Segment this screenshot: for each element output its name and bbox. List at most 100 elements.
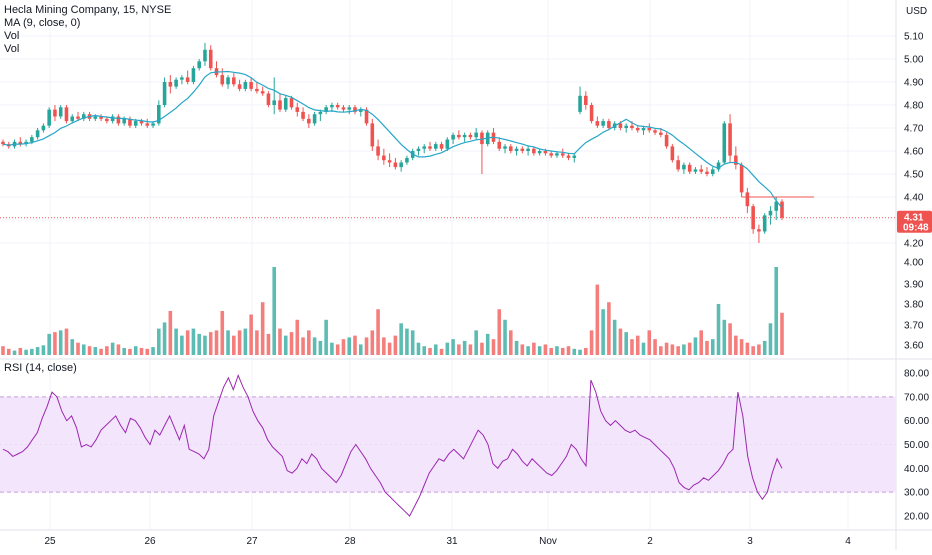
volume-bar-12 — [70, 339, 75, 355]
candle-body-51 — [295, 107, 300, 112]
rsi-tick-4: 40.00 — [904, 464, 929, 475]
volume-bar-93 — [537, 346, 542, 355]
volume-bar-119 — [687, 342, 692, 355]
candle-body-105 — [607, 121, 611, 128]
candle-body-102 — [589, 105, 594, 122]
price-tick-7: 4.40 — [904, 193, 924, 204]
candle-body-6 — [35, 130, 40, 138]
candle-body-127 — [734, 155, 738, 165]
volume-bar-32 — [185, 330, 190, 355]
price-tick-9: 4.20 — [904, 239, 924, 250]
volume-bar-22 — [128, 348, 132, 355]
last-price-text: 4.31 — [904, 213, 924, 224]
volume-bar-63 — [364, 337, 369, 355]
candle-body-72 — [416, 148, 421, 151]
ma-legend[interactable]: MA (9, close, 0) — [4, 17, 81, 29]
volume-bar-27 — [157, 328, 161, 355]
volume-bar-48 — [278, 328, 282, 355]
volume-bar-83 — [480, 342, 484, 355]
volume-bar-101 — [584, 347, 588, 355]
candle-body-33 — [191, 68, 196, 82]
candle-body-55 — [318, 111, 323, 115]
candle-body-22 — [128, 118, 132, 126]
candle-body-133 — [768, 210, 773, 216]
volume-bar-51 — [295, 319, 300, 355]
volume-bar-127 — [734, 335, 738, 355]
candle-body-77 — [445, 139, 450, 149]
time-tick-5: Nov — [539, 536, 557, 547]
volume-bar-54 — [312, 337, 317, 355]
volume-bar-85 — [491, 339, 496, 355]
candles-layer[interactable] — [1, 42, 784, 243]
volume-bar-38 — [220, 311, 225, 355]
volume-bar-82 — [474, 330, 478, 355]
volume-bar-115 — [664, 342, 669, 355]
volume-bar-21 — [122, 347, 126, 355]
rsi-line — [2, 373, 783, 517]
symbol-title[interactable]: Hecla Mining Company, 15, NYSE — [4, 4, 172, 16]
candle-body-23 — [133, 121, 138, 126]
candle-body-52 — [301, 111, 305, 119]
volume-bar-76 — [439, 348, 444, 355]
candle-body-21 — [122, 118, 126, 124]
candle-body-115 — [664, 134, 669, 147]
candle-body-123 — [710, 169, 715, 174]
candle-body-9 — [53, 109, 57, 117]
candle-body-45 — [260, 91, 265, 94]
volume-legend-2[interactable]: Vol — [4, 43, 20, 55]
volume-bar-60 — [347, 337, 352, 355]
candle-body-58 — [335, 105, 340, 108]
price-tick-0: 5.10 — [904, 32, 924, 43]
volume-bar-40 — [232, 335, 236, 355]
volume-bar-88 — [509, 330, 513, 355]
volume-bar-41 — [237, 330, 242, 355]
candle-body-126 — [728, 123, 732, 156]
volume-bar-8 — [47, 333, 51, 355]
candle-body-14 — [81, 114, 86, 119]
candle-body-41 — [237, 84, 242, 89]
candle-body-99 — [572, 155, 577, 158]
volume-bar-47 — [272, 267, 276, 355]
candle-body-10 — [58, 107, 63, 117]
candle-body-24 — [139, 121, 144, 124]
volume-bar-2 — [12, 350, 17, 355]
volume-tick-2: 3.80 — [904, 300, 924, 311]
volume-bar-67 — [387, 342, 392, 355]
candle-body-38 — [220, 75, 225, 85]
volume-bar-0 — [1, 346, 5, 355]
candle-body-124 — [716, 162, 721, 170]
volume-bar-72 — [416, 342, 421, 355]
volume-bar-1 — [6, 348, 11, 355]
rsi-legend[interactable]: RSI (14, close) — [4, 362, 77, 374]
price-tick-2: 4.90 — [904, 78, 924, 89]
volume-bar-44 — [255, 330, 259, 355]
volume-bar-45 — [260, 302, 265, 355]
candle-body-86 — [497, 141, 502, 149]
candle-body-4 — [24, 141, 28, 145]
candle-body-75 — [433, 144, 438, 149]
volume-bar-35 — [203, 335, 207, 355]
volume-bar-17 — [99, 348, 103, 355]
candle-body-91 — [526, 148, 530, 151]
volume-bar-108 — [624, 332, 628, 355]
candle-body-98 — [566, 155, 571, 158]
candle-body-135 — [780, 201, 784, 218]
ma-line — [2, 70, 783, 209]
candle-body-118 — [682, 164, 686, 170]
volume-legend-1[interactable]: Vol — [4, 30, 20, 42]
volume-bar-20 — [116, 344, 121, 355]
candle-body-34 — [197, 61, 201, 69]
candle-body-81 — [468, 134, 473, 138]
volume-bar-106 — [612, 319, 617, 355]
candle-body-5 — [30, 137, 34, 142]
volume-bar-94 — [543, 344, 548, 355]
time-tick-0: 25 — [44, 536, 56, 547]
volume-bar-9 — [53, 332, 57, 355]
candle-body-132 — [762, 215, 767, 232]
volume-bar-19 — [110, 342, 115, 355]
candle-body-43 — [249, 82, 253, 89]
volume-bar-75 — [433, 344, 438, 355]
volume-bar-81 — [468, 344, 473, 355]
